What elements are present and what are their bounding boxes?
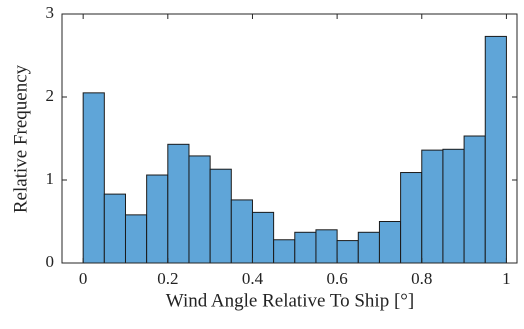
y-tick-label: 3 xyxy=(46,3,55,22)
x-tick-label: 1 xyxy=(502,269,511,288)
bar xyxy=(82,92,105,264)
x-tick-label: 0.8 xyxy=(411,269,432,288)
bar xyxy=(421,149,444,264)
bar xyxy=(442,148,465,264)
y-tick-label: 1 xyxy=(46,169,55,188)
axes-box xyxy=(61,13,518,264)
bar xyxy=(209,168,232,264)
bar xyxy=(230,199,253,264)
x-tick-label: 0 xyxy=(79,269,88,288)
x-tick-label: 0.6 xyxy=(326,269,347,288)
bar xyxy=(315,229,338,264)
bar xyxy=(294,231,317,264)
bar xyxy=(378,221,402,264)
bar xyxy=(273,239,296,264)
x-tick-label: 0.4 xyxy=(242,269,264,288)
bar xyxy=(463,135,486,264)
y-tick-label: 0 xyxy=(46,252,55,271)
bar xyxy=(146,174,169,264)
y-tick-label: 2 xyxy=(46,86,55,105)
bar xyxy=(400,172,423,264)
bar xyxy=(357,231,380,264)
bar xyxy=(188,155,211,264)
bar xyxy=(167,143,190,264)
bar xyxy=(484,35,507,264)
bar xyxy=(103,193,126,264)
bar xyxy=(124,214,148,264)
x-tick-label: 0.2 xyxy=(157,269,178,288)
x-axis-label: Wind Angle Relative To Ship [°] xyxy=(166,290,414,311)
y-axis-label: Relative Frequency xyxy=(10,64,31,213)
bar xyxy=(251,211,275,264)
bar xyxy=(336,240,359,264)
